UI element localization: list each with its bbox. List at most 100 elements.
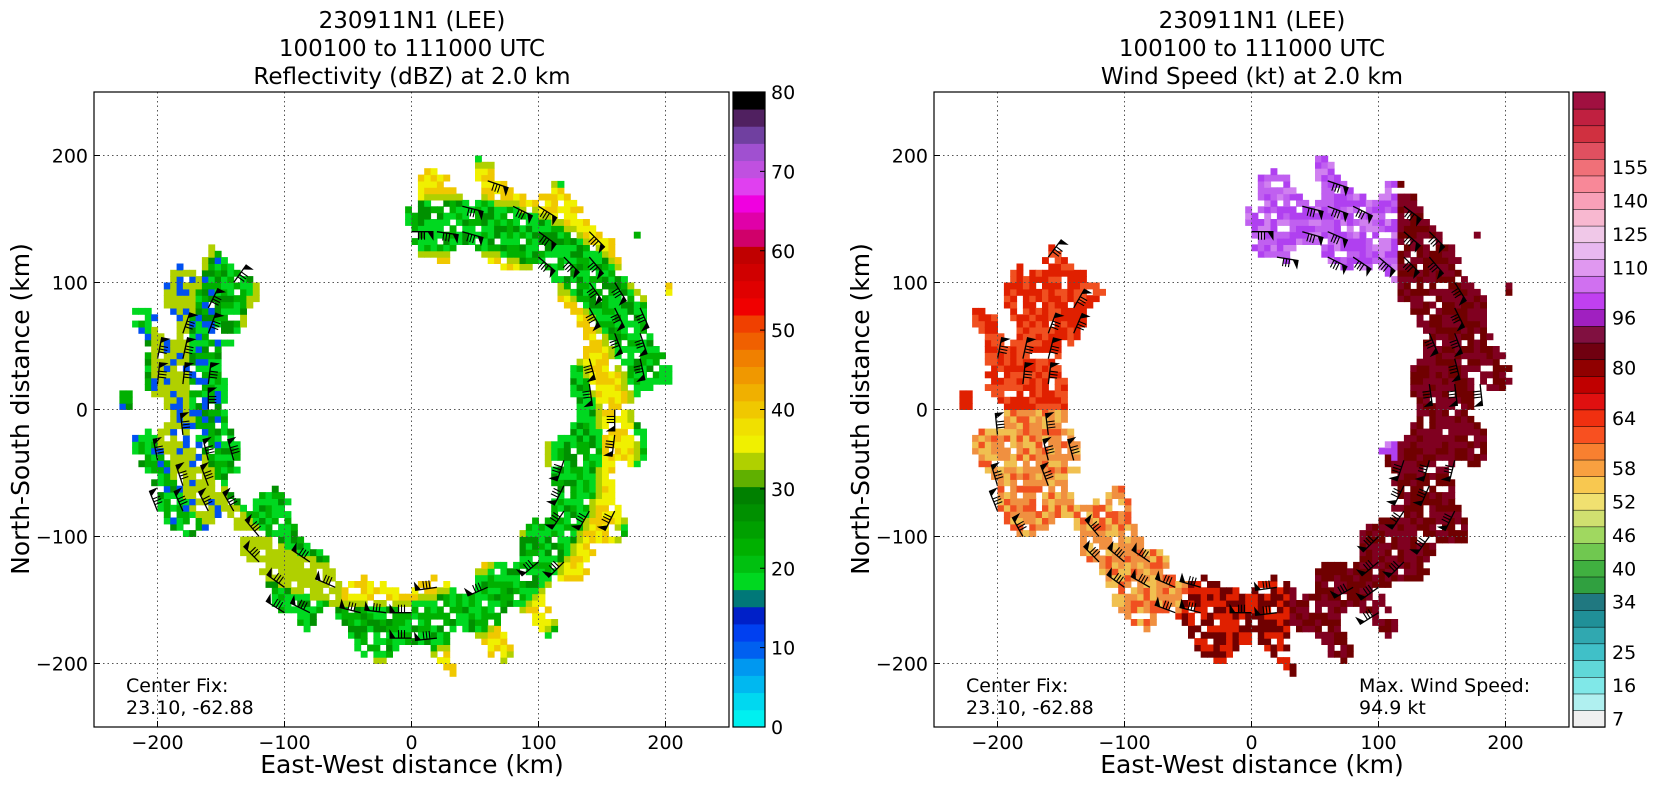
field-cell bbox=[170, 492, 178, 499]
field-cell bbox=[1035, 428, 1043, 436]
field-cell bbox=[633, 453, 641, 461]
field-cell bbox=[1429, 282, 1437, 290]
barb-feather bbox=[553, 487, 562, 493]
barb-feather bbox=[1049, 370, 1058, 373]
field-cell bbox=[468, 225, 476, 233]
barb-feather bbox=[587, 316, 595, 322]
field-cell bbox=[1353, 199, 1360, 207]
field-cell bbox=[1442, 492, 1449, 499]
y-tick-label: −200 bbox=[876, 654, 928, 676]
field-cell bbox=[348, 619, 355, 626]
field-cell bbox=[621, 428, 628, 436]
barb-feather bbox=[179, 500, 188, 506]
field-cell bbox=[608, 466, 616, 474]
field-cell bbox=[487, 206, 495, 214]
field-cell bbox=[1416, 555, 1424, 563]
field-cell bbox=[1467, 320, 1475, 328]
field-cell bbox=[1397, 473, 1405, 480]
field-cell bbox=[1423, 257, 1430, 264]
field-cell bbox=[189, 282, 197, 290]
field-cell bbox=[430, 187, 438, 195]
field-cell bbox=[176, 282, 184, 290]
colorbar-tick-label: 96 bbox=[1612, 308, 1636, 330]
field-cell bbox=[1276, 206, 1284, 214]
field-cell bbox=[1061, 390, 1068, 398]
field-cell bbox=[1467, 346, 1475, 353]
field-cell bbox=[1435, 390, 1443, 398]
barb-feather bbox=[203, 498, 212, 503]
field-cell bbox=[557, 517, 565, 525]
field-cell bbox=[481, 250, 489, 258]
barb-staff bbox=[1352, 256, 1372, 270]
field-cell bbox=[379, 650, 387, 658]
field-cell bbox=[1429, 301, 1437, 309]
field-cell bbox=[1003, 403, 1011, 410]
barb-flag bbox=[203, 436, 212, 445]
field-cell bbox=[1435, 263, 1443, 271]
field-cell bbox=[1118, 574, 1126, 582]
field-cell bbox=[436, 631, 444, 639]
barb-staff bbox=[1428, 231, 1446, 248]
field-cell bbox=[576, 206, 584, 214]
field-cell bbox=[1042, 358, 1049, 366]
field-cell bbox=[633, 447, 641, 455]
field-cell bbox=[1410, 485, 1418, 493]
field-cell bbox=[1130, 587, 1138, 595]
field-cell bbox=[652, 371, 660, 379]
barb-flag bbox=[477, 236, 484, 247]
field-cell bbox=[214, 403, 222, 410]
field-cell bbox=[1486, 346, 1494, 353]
barb-flag bbox=[159, 362, 169, 369]
field-cell bbox=[214, 384, 222, 391]
field-cell bbox=[1334, 612, 1341, 620]
field-cell bbox=[208, 434, 216, 442]
field-cell bbox=[1480, 295, 1487, 303]
field-cell bbox=[1035, 269, 1043, 277]
field-cell bbox=[1080, 536, 1087, 544]
barb-feather bbox=[184, 348, 194, 352]
barb-staff bbox=[1454, 333, 1464, 355]
field-cell bbox=[1346, 231, 1354, 239]
barb-staff bbox=[1352, 205, 1374, 217]
field-cell bbox=[252, 523, 260, 531]
field-cell bbox=[1397, 460, 1405, 468]
colorbar-segment bbox=[1572, 225, 1606, 244]
field-cell bbox=[1048, 244, 1056, 252]
barb-feather bbox=[999, 345, 1009, 349]
field-cell bbox=[252, 282, 260, 290]
field-cell bbox=[1327, 625, 1335, 633]
field-cell bbox=[1289, 593, 1297, 601]
field-cell bbox=[1403, 555, 1411, 563]
barb-feather bbox=[213, 295, 222, 301]
field-cell bbox=[392, 600, 400, 607]
field-cell bbox=[278, 542, 285, 550]
field-cell bbox=[1003, 453, 1011, 461]
field-cell bbox=[1029, 396, 1037, 404]
field-cell bbox=[1384, 206, 1392, 214]
field-cell bbox=[519, 549, 527, 557]
field-cell bbox=[430, 231, 438, 239]
field-cell bbox=[1423, 371, 1430, 379]
barb-flag bbox=[413, 581, 422, 591]
barb-feather bbox=[564, 263, 572, 271]
field-cell bbox=[240, 549, 247, 557]
field-cell bbox=[608, 276, 616, 283]
barb-staff bbox=[521, 561, 539, 577]
field-cell bbox=[1410, 231, 1418, 239]
field-cell bbox=[1423, 390, 1430, 398]
field-cell bbox=[424, 180, 432, 188]
field-cell bbox=[163, 365, 171, 372]
barb-feather bbox=[994, 501, 1003, 506]
field-cell bbox=[1435, 231, 1443, 239]
field-cell bbox=[1321, 250, 1329, 258]
field-cell bbox=[1029, 504, 1037, 512]
field-cell bbox=[1264, 250, 1272, 258]
field-cell bbox=[1315, 199, 1322, 207]
field-cell bbox=[1321, 581, 1329, 588]
field-cell bbox=[494, 612, 501, 620]
field-cell bbox=[1264, 199, 1272, 207]
barb-feather bbox=[1113, 572, 1120, 581]
field-cell bbox=[1423, 339, 1430, 347]
field-cell bbox=[640, 307, 647, 315]
field-cell bbox=[271, 561, 279, 569]
